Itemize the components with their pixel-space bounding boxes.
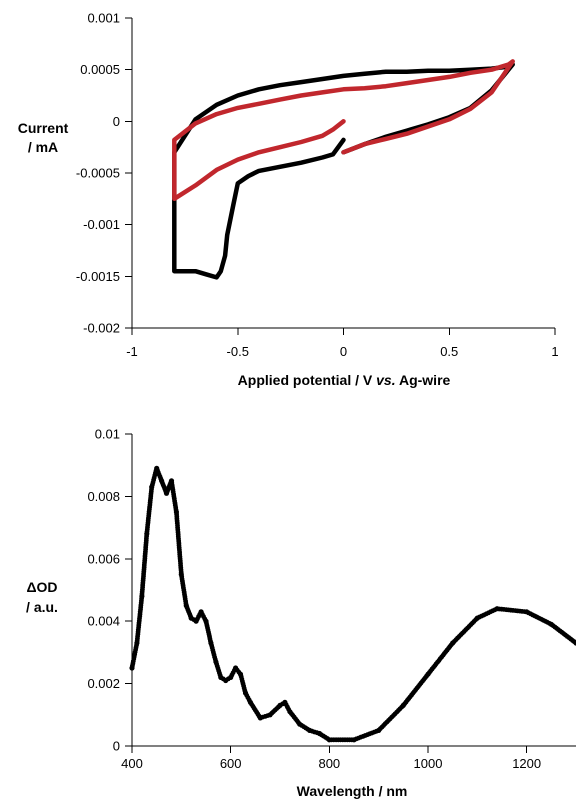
ta-x-tick-label: 1000 [414, 756, 443, 771]
cv-x-axis-title-main: Applied potential / V [238, 372, 376, 388]
cv-chart: 0.001 0.0005 0 -0.0005 -0.001 -0.0015 -0.002 -… [18, 11, 559, 389]
cv-series-line-0 [172, 62, 515, 280]
ta-y-tick-label: 0 [113, 739, 120, 754]
ta-x-tick-label: 800 [318, 756, 340, 771]
ta-y-axis-title-line1: ΔOD [26, 579, 57, 595]
cv-y-tick-label: 0.001 [87, 11, 120, 26]
ta-y-tick-label: 0.01 [95, 427, 120, 442]
cv-y-tick-label: -0.001 [83, 217, 120, 232]
cv-y-tick-label: -0.0015 [76, 269, 120, 284]
ta-y-ticks: 0 0.002 0.004 0.006 0.008 0.01 [87, 427, 132, 754]
cv-y-axis-title-line1: Current [18, 120, 69, 136]
ta-x-tick-label: 400 [121, 756, 143, 771]
cv-y-tick-label: 0 [113, 114, 120, 129]
ta-chart: 0 0.002 0.004 0.006 0.008 0.01 400 600 800 1000 1… [26, 427, 576, 799]
ta-x-axis-title: Wavelength / nm [297, 783, 408, 799]
cv-x-tick-label: 0 [340, 344, 347, 359]
cv-y-ticks: 0.001 0.0005 0 -0.0005 -0.001 -0.0015 -0.002 [76, 11, 132, 336]
ta-y-axis-title-line2: / a.u. [26, 599, 58, 615]
cv-x-tick-label: -0.5 [227, 344, 249, 359]
cv-y-tick-label: -0.0005 [76, 166, 120, 181]
ta-series-group [129, 465, 576, 743]
ta-x-tick-label: 600 [220, 756, 242, 771]
cv-x-tick-label: -1 [126, 344, 138, 359]
ta-series-0 [129, 465, 576, 743]
ta-x-tick-label: 1200 [512, 756, 541, 771]
ta-y-tick-label: 0.008 [87, 489, 120, 504]
cv-x-axis-title-italic: vs. [376, 372, 395, 388]
cv-y-axis-title-line2: / mA [28, 139, 58, 155]
cv-x-ticks: -1 -0.5 0 0.5 1 [126, 328, 559, 359]
cv-x-tick-label: 0.5 [440, 344, 458, 359]
cv-series-group [172, 59, 515, 280]
cv-x-axis-title: Applied potential / V vs. Ag-wire [238, 372, 451, 388]
cv-y-tick-label: -0.002 [83, 321, 120, 336]
ta-y-tick-label: 0.002 [87, 676, 120, 691]
ta-x-ticks: 400 600 800 1000 1200 [121, 746, 541, 771]
ta-y-tick-label: 0.004 [87, 614, 120, 629]
ta-data-point [573, 640, 576, 646]
cv-x-tick-label: 1 [551, 344, 558, 359]
ta-y-tick-label: 0.006 [87, 551, 120, 566]
cv-y-tick-label: 0.0005 [80, 62, 120, 77]
cv-series-line-1 [172, 59, 515, 202]
cv-x-axis-title-tail: Ag-wire [396, 372, 451, 388]
